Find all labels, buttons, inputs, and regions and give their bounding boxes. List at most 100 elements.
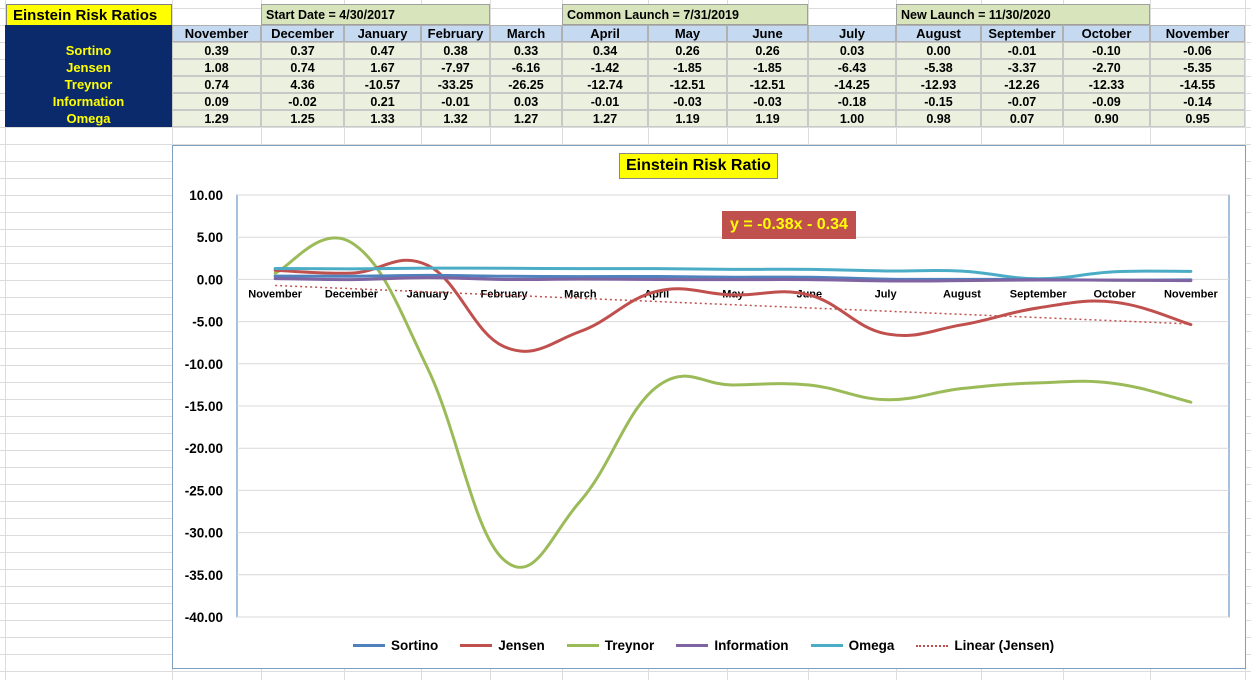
table-cell: 0.47 <box>344 42 421 59</box>
column-gridline <box>5 0 6 680</box>
table-cell: -0.02 <box>261 93 344 110</box>
x-tick-label: November <box>248 288 303 300</box>
table-cell: -26.25 <box>490 76 562 93</box>
column-header: September <box>981 25 1063 42</box>
y-tick-label: 5.00 <box>197 230 223 245</box>
table-corner <box>5 25 172 42</box>
line-chart: 10.00 5.00 0.00 -5.00 -10.00 -15.00 -20.00 -25.… <box>185 188 1230 625</box>
legend-label: Linear (Jensen) <box>954 638 1055 653</box>
table-cell: -33.25 <box>421 76 490 93</box>
legend-item-omega: Omega <box>810 638 894 653</box>
column-header: June <box>727 25 808 42</box>
table-cell: -12.26 <box>981 76 1063 93</box>
legend-item-treynor: Treynor <box>566 638 654 653</box>
table-cell: -0.10 <box>1063 42 1150 59</box>
column-header: January <box>344 25 421 42</box>
table-cell: -0.14 <box>1150 93 1245 110</box>
table-cell: 0.39 <box>172 42 261 59</box>
common-launch-banner: Common Launch = 7/31/2019 <box>562 4 808 25</box>
table-cell: 1.19 <box>727 110 808 127</box>
x-tick-label: August <box>943 288 981 300</box>
table-cell: 0.98 <box>896 110 981 127</box>
table-cell: -14.55 <box>1150 76 1245 93</box>
legend-swatch <box>566 644 599 647</box>
table-cell: -1.85 <box>648 59 727 76</box>
column-header: November <box>172 25 261 42</box>
legend-swatch <box>676 644 709 647</box>
table-cell: 0.33 <box>490 42 562 59</box>
table-cell: -1.85 <box>727 59 808 76</box>
table-cell: -7.97 <box>421 59 490 76</box>
table-cell: -12.51 <box>648 76 727 93</box>
sheet-title: Einstein Risk Ratios <box>6 4 172 26</box>
chart-title: Einstein Risk Ratio <box>619 153 778 179</box>
table-cell: 1.25 <box>261 110 344 127</box>
row-label: Jensen <box>5 59 172 76</box>
series-line-jensen <box>273 258 1193 353</box>
table-cell: 1.19 <box>648 110 727 127</box>
table-cell: 0.03 <box>490 93 562 110</box>
table-cell: 0.34 <box>562 42 648 59</box>
table-cell: 1.00 <box>808 110 896 127</box>
y-tick-label: -20.00 <box>185 441 223 456</box>
y-tick-label: 10.00 <box>189 188 223 203</box>
table-cell: 1.29 <box>172 110 261 127</box>
legend-label: Information <box>714 638 789 653</box>
new-launch-banner: New Launch = 11/30/2020 <box>896 4 1150 25</box>
table-cell: -0.06 <box>1150 42 1245 59</box>
table-cell: 0.09 <box>172 93 261 110</box>
table-cell: 4.36 <box>261 76 344 93</box>
column-header: July <box>808 25 896 42</box>
table-cell: -0.01 <box>562 93 648 110</box>
chart-area: 10.00 5.00 0.00 -5.00 -10.00 -15.00 -20.00 -25.… <box>172 145 1246 669</box>
chart-legend: Sortino Jensen Treynor Information Omega Line… <box>353 638 1054 653</box>
x-tick-label: January <box>407 288 450 300</box>
table-cell: 1.08 <box>172 59 261 76</box>
legend-label: Sortino <box>391 638 439 653</box>
y-tick-label: -5.00 <box>192 315 223 330</box>
x-tick-label: November <box>1164 288 1219 300</box>
table-cell: -12.51 <box>727 76 808 93</box>
legend-swatch <box>810 644 843 647</box>
table-cell: -0.03 <box>648 93 727 110</box>
table-cell: -0.01 <box>981 42 1063 59</box>
table-cell: 0.00 <box>896 42 981 59</box>
start-date-banner: Start Date = 4/30/2017 <box>261 4 490 25</box>
table-cell: -0.03 <box>727 93 808 110</box>
table-cell: -2.70 <box>1063 59 1150 76</box>
table-cell: 1.33 <box>344 110 421 127</box>
legend-swatch <box>353 644 385 647</box>
table-cell: 1.27 <box>490 110 562 127</box>
x-tick-label: December <box>325 288 379 300</box>
legend-swatch <box>916 644 949 647</box>
row-label: Omega <box>5 110 172 127</box>
row-label: Sortino <box>5 42 172 59</box>
table-cell: 1.32 <box>421 110 490 127</box>
y-tick-label: -35.00 <box>185 568 223 583</box>
table-cell: -12.33 <box>1063 76 1150 93</box>
x-tick-label: September <box>1010 288 1068 300</box>
table-cell: -0.09 <box>1063 93 1150 110</box>
column-header: February <box>421 25 490 42</box>
table-cell: 0.38 <box>421 42 490 59</box>
table-cell: 0.95 <box>1150 110 1245 127</box>
row-label: Information <box>5 93 172 110</box>
table-cell: -12.74 <box>562 76 648 93</box>
table-cell: 0.07 <box>981 110 1063 127</box>
table-cell: 0.74 <box>172 76 261 93</box>
legend-swatch <box>460 644 493 647</box>
column-header: December <box>261 25 344 42</box>
table-cell: 0.21 <box>344 93 421 110</box>
legend-label: Jensen <box>498 638 545 653</box>
column-header: October <box>1063 25 1150 42</box>
table-cell: -0.15 <box>896 93 981 110</box>
table-cell: -10.57 <box>344 76 421 93</box>
x-tick-label: March <box>564 288 597 300</box>
table-cell: 1.27 <box>562 110 648 127</box>
table-cell: 1.67 <box>344 59 421 76</box>
table-cell: 0.26 <box>727 42 808 59</box>
table-cell: -12.93 <box>896 76 981 93</box>
table-cell: 0.74 <box>261 59 344 76</box>
table-cell: -6.43 <box>808 59 896 76</box>
table-cell: -1.42 <box>562 59 648 76</box>
